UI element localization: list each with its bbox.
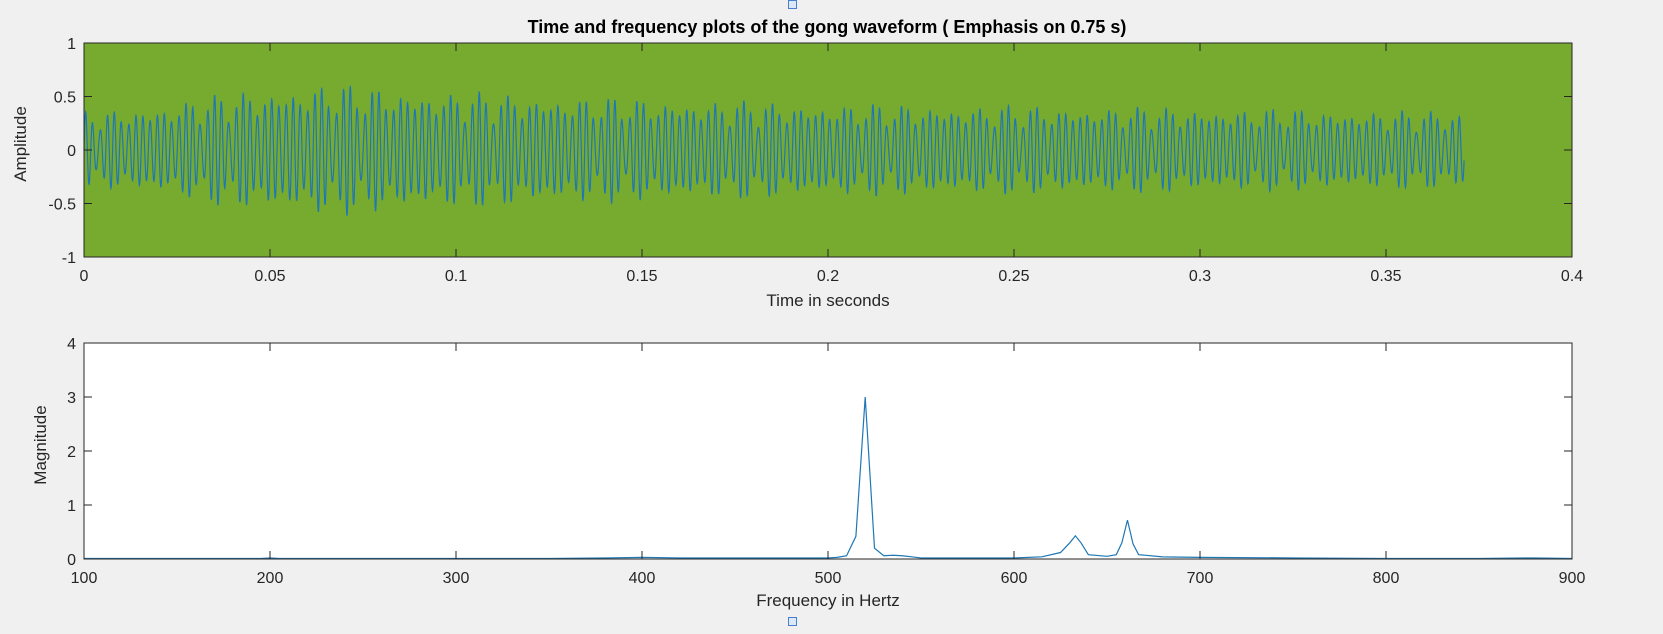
x-tick-label: 200 — [257, 570, 284, 587]
x-axis-label: Frequency in Hertz — [756, 591, 900, 610]
y-axis-label: Magnitude — [31, 405, 50, 484]
x-tick-label: 0.4 — [1561, 268, 1583, 285]
x-tick-label: 0.3 — [1189, 268, 1211, 285]
x-tick-label: 300 — [443, 570, 470, 587]
x-tick-label: 0.05 — [254, 268, 285, 285]
plot-area-2 — [84, 343, 1572, 559]
x-tick-label: 600 — [1001, 570, 1028, 587]
x-tick-label: 900 — [1559, 570, 1586, 587]
y-tick-label: -0.5 — [48, 197, 76, 214]
data-series-line-1 — [83, 84, 1465, 216]
figure-title: Time and frequency plots of the gong wav… — [528, 17, 1127, 37]
figure-selection-handle-bottom[interactable] — [788, 617, 797, 626]
y-axis-label: Amplitude — [11, 106, 30, 182]
x-tick-label: 0.35 — [1370, 268, 1401, 285]
time-plot-axes: 0 0.05 0.1 0.15 0.2 0.25 0.3 0.35 0.4 -1 -0.5 0 0.5 1… — [11, 36, 1583, 310]
x-tick-label: 0.1 — [445, 268, 467, 285]
y-tick-label: 0 — [67, 552, 76, 569]
x-tick-label: 500 — [815, 570, 842, 587]
y-tick-label: 3 — [67, 390, 76, 407]
x-tick-label: 0 — [80, 268, 89, 285]
x-tick-label: 0.2 — [817, 268, 839, 285]
figure-selection-handle-top[interactable] — [788, 0, 797, 9]
x-tick-label: 700 — [1187, 570, 1214, 587]
y-tick-label: 1 — [67, 36, 76, 53]
frequency-plot-axes: 100 200 300 400 500 600 700 800 900 0 1 2 3 4 Frequenc… — [31, 336, 1585, 610]
x-tick-label: 100 — [71, 570, 98, 587]
x-tick-label: 800 — [1373, 570, 1400, 587]
y-tick-label: 1 — [67, 498, 76, 515]
y-tick-label: 0 — [67, 143, 76, 160]
x-axis-label: Time in seconds — [766, 291, 889, 310]
y-tick-label: 2 — [67, 444, 76, 461]
y-tick-label: -1 — [62, 250, 76, 267]
y-tick-label: 0.5 — [54, 90, 76, 107]
x-tick-label: 0.15 — [626, 268, 657, 285]
x-tick-label: 0.25 — [998, 268, 1029, 285]
x-tick-label: 400 — [629, 570, 656, 587]
y-tick-label: 4 — [67, 336, 76, 353]
data-series-line-2 — [84, 396, 1573, 560]
